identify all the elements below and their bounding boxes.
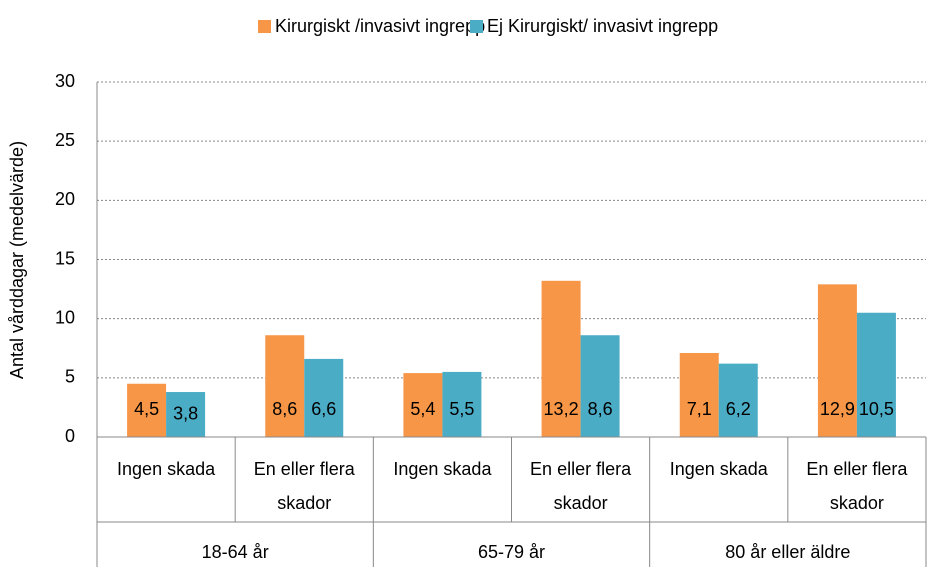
y-tick-label: 0: [65, 426, 75, 446]
y-tick-label: 25: [55, 130, 75, 150]
legend-swatch: [258, 20, 271, 33]
legend-label: Kirurgiskt /invasivt ingrepp: [275, 16, 485, 36]
bar: [403, 373, 443, 437]
bar: [127, 383, 167, 437]
data-label: 13,2: [544, 399, 579, 419]
bar: [718, 363, 758, 437]
bar: [442, 371, 482, 437]
data-label: 3,8: [173, 403, 198, 423]
x-tick-label: En eller flera skador: [806, 459, 908, 513]
data-label: 12,9: [820, 399, 855, 419]
x-tick-label-line: En eller flera: [530, 459, 632, 479]
data-label: 8,6: [588, 399, 613, 419]
bar: [817, 284, 857, 437]
x-tick-label-line: skador: [277, 493, 331, 513]
x-tick-label: Ingen skada: [670, 459, 769, 479]
x-tick-label: Ingen skada: [393, 459, 492, 479]
data-label: 5,4: [410, 399, 435, 419]
y-tick-label: 20: [55, 189, 75, 209]
data-label: 7,1: [687, 399, 712, 419]
x-tick-label-line: En eller flera: [254, 459, 356, 479]
data-label: 6,2: [726, 399, 751, 419]
bar: [679, 352, 719, 437]
y-axis-label: Antal vårddagar (medelvärde): [7, 141, 27, 379]
y-tick-label: 15: [55, 248, 75, 268]
y-tick-label: 10: [55, 307, 75, 327]
x-tick-label: En eller flera skador: [254, 459, 356, 513]
bar: [541, 280, 581, 437]
bar: [166, 392, 206, 437]
bar: [580, 335, 620, 437]
data-label: 5,5: [449, 399, 474, 419]
y-tick-label: 30: [55, 71, 75, 91]
x-tick-label-line: skador: [830, 493, 884, 513]
data-label: 4,5: [134, 399, 159, 419]
data-label: 8,6: [272, 399, 297, 419]
data-label: 10,5: [859, 399, 894, 419]
x-tick-label: En eller flera skador: [530, 459, 632, 513]
legend-swatch: [470, 20, 483, 33]
bar: [265, 335, 305, 437]
group-label: 80 år eller äldre: [725, 542, 850, 562]
group-label: 18-64 år: [202, 542, 269, 562]
legend-label: Ej Kirurgiskt/ invasivt ingrepp: [487, 16, 718, 36]
y-tick-label: 5: [65, 367, 75, 387]
x-tick-label: Ingen skada: [117, 459, 216, 479]
data-label: 6,6: [311, 399, 336, 419]
bar: [304, 358, 344, 437]
group-label: 65-79 år: [478, 542, 545, 562]
bar: [856, 312, 896, 437]
x-tick-label-line: skador: [554, 493, 608, 513]
x-tick-label-line: En eller flera: [806, 459, 908, 479]
